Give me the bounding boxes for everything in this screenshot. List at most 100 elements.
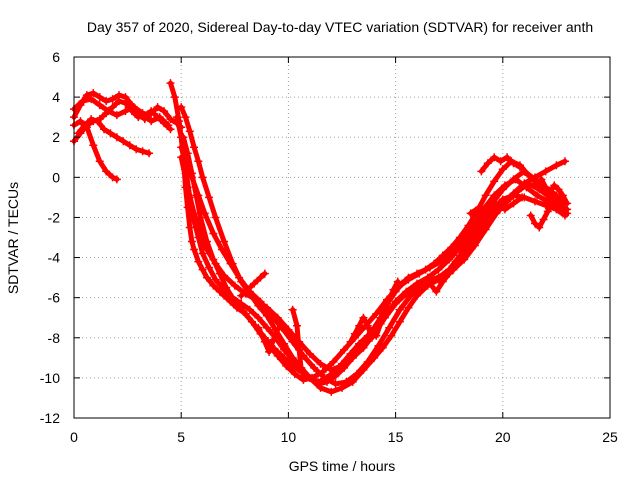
y-tick-label: 0: [52, 169, 60, 185]
data-point: [438, 277, 447, 286]
data-point: [385, 295, 394, 304]
data-point: [166, 125, 175, 134]
data-point: [415, 269, 424, 278]
series-early-d: [70, 117, 121, 184]
data-point: [492, 209, 501, 218]
data-point: [513, 187, 522, 196]
data-point: [492, 201, 501, 210]
data-point: [537, 175, 546, 184]
data-point: [106, 129, 115, 138]
data-point: [509, 199, 518, 208]
data-point: [112, 175, 121, 184]
data-point: [183, 149, 192, 158]
series-track-b: [172, 113, 569, 388]
data-point: [490, 191, 499, 200]
data-point: [192, 191, 201, 200]
data-point: [310, 363, 319, 372]
data-point: [348, 353, 357, 362]
series-spur-22h: [537, 175, 572, 208]
data-point: [230, 297, 239, 306]
data-point: [470, 241, 479, 250]
data-point: [190, 143, 199, 152]
data-point: [166, 115, 175, 124]
data-point: [78, 97, 87, 106]
data-point: [359, 343, 368, 352]
data-point: [425, 263, 434, 272]
data-point: [254, 313, 263, 322]
data-point: [434, 265, 443, 274]
data-point: [280, 339, 289, 348]
data-point: [256, 297, 265, 306]
data-point: [545, 187, 554, 196]
y-tick-labels: -12 -10 -8 -6 -4 -2 0 2 4 6: [40, 49, 60, 426]
data-point: [125, 141, 134, 150]
grid-layer: [74, 57, 610, 418]
data-point: [194, 257, 203, 266]
data-point: [196, 213, 205, 222]
data-point: [190, 209, 199, 218]
data-point: [87, 95, 96, 104]
data-point: [395, 317, 404, 326]
data-point: [179, 133, 188, 142]
data-point: [372, 309, 381, 318]
data-point: [247, 317, 256, 326]
data-point: [181, 113, 190, 122]
data-point: [305, 349, 314, 358]
data-point: [417, 281, 426, 290]
series-spur-9h: [254, 323, 282, 356]
data-point: [541, 167, 550, 176]
data-point: [209, 255, 218, 264]
data-point: [187, 237, 196, 246]
series-spur-19h: [466, 193, 527, 218]
data-point: [119, 137, 128, 146]
data-point: [500, 181, 509, 190]
data-point: [222, 283, 231, 292]
y-tick-label: -4: [48, 250, 61, 266]
data-point: [288, 353, 297, 362]
plot-frame: [73, 56, 611, 419]
data-point: [372, 331, 381, 340]
data-point: [217, 245, 226, 254]
data-point: [153, 103, 162, 112]
data-point: [226, 259, 235, 268]
data-point: [550, 181, 559, 190]
series-spur-20h: [477, 153, 524, 176]
data-point: [145, 149, 154, 158]
data-point: [267, 311, 276, 320]
data-point: [378, 343, 387, 352]
data-point: [477, 167, 486, 176]
data-point: [552, 161, 561, 170]
data-point: [164, 121, 173, 130]
data-point: [177, 123, 186, 132]
y-tick-label: -8: [48, 330, 61, 346]
data-point: [451, 257, 460, 266]
data-point: [89, 89, 98, 98]
data-point: [112, 133, 121, 142]
data-point: [205, 193, 214, 202]
data-point: [376, 319, 385, 328]
data-point: [445, 269, 454, 278]
data-layer: [70, 79, 572, 396]
data-point: [76, 117, 85, 126]
data-point: [185, 127, 194, 136]
data-point: [374, 341, 383, 350]
data-point: [342, 377, 351, 386]
data-point: [402, 289, 411, 298]
data-point: [316, 383, 325, 392]
data-point: [406, 291, 415, 300]
data-point: [535, 185, 544, 194]
data-point: [160, 107, 169, 116]
data-point: [288, 305, 297, 314]
data-point: [147, 117, 156, 126]
data-point: [185, 223, 194, 232]
data-point: [269, 335, 278, 344]
series-spur-17h: [425, 251, 467, 296]
data-point: [295, 345, 304, 354]
data-point: [183, 183, 192, 192]
data-point: [237, 291, 246, 300]
data-point: [235, 273, 244, 282]
data-point: [273, 325, 282, 334]
data-point: [211, 213, 220, 222]
data-point: [190, 245, 199, 254]
